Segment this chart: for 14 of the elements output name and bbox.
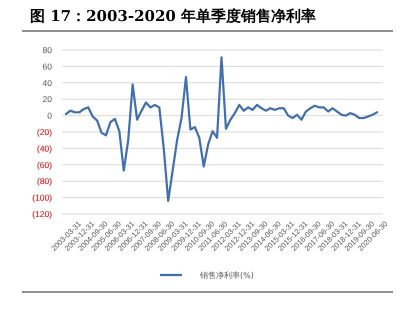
y-tick-label: (20) <box>36 126 52 137</box>
y-tick-label: (40) <box>36 143 52 154</box>
y-tick-label: 60 <box>42 61 52 72</box>
y-tick-label: (120) <box>32 208 52 219</box>
chart-title: 图 17：2003-2020 年单季度销售净利率 <box>30 7 316 25</box>
y-tick-label: 0 <box>47 110 52 121</box>
y-tick-label: (100) <box>32 192 52 203</box>
y-tick-label: 40 <box>42 78 52 88</box>
line-series <box>64 56 378 202</box>
y-tick-label: (80) <box>36 176 52 186</box>
legend-label: 销售净利率(%) <box>199 270 254 280</box>
y-tick-label: 20 <box>42 94 52 104</box>
y-tick-label: (60) <box>36 160 52 170</box>
y-tick-label: 80 <box>42 44 52 55</box>
